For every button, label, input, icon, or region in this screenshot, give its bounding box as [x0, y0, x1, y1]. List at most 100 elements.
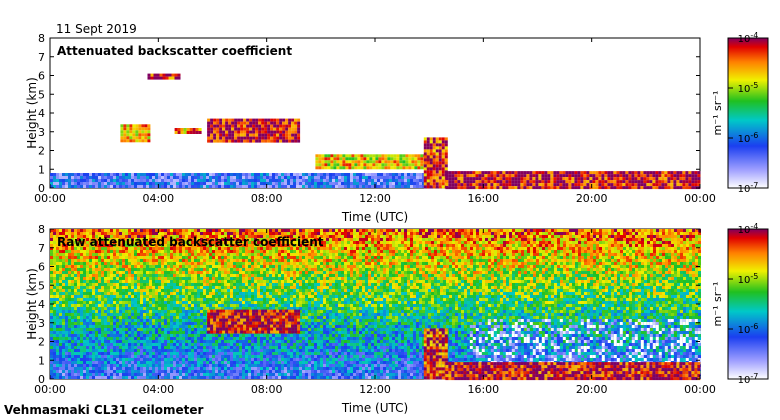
heatmap-cell	[206, 173, 209, 176]
heatmap-cell	[697, 171, 701, 175]
heatmap-cell	[233, 241, 236, 244]
heatmap-cell	[59, 179, 62, 182]
heatmap-cell	[137, 298, 140, 301]
y-tick-label: 8	[38, 32, 45, 45]
heatmap-cell	[170, 343, 173, 346]
heatmap-cell	[252, 127, 256, 131]
heatmap-cell	[107, 364, 110, 367]
heatmap-cell	[182, 176, 185, 179]
heatmap-cell	[95, 337, 98, 340]
heatmap-cell	[182, 349, 185, 352]
heatmap-cell	[146, 307, 149, 310]
heatmap-cell	[113, 367, 116, 370]
heatmap-cell	[62, 182, 65, 185]
heatmap-cell	[113, 271, 116, 274]
heatmap-cell	[56, 331, 59, 334]
heatmap-cell	[83, 307, 86, 310]
heatmap-cell	[59, 280, 62, 283]
heatmap-cell	[92, 361, 95, 364]
heatmap-cell	[661, 183, 665, 187]
heatmap-cell	[577, 180, 581, 184]
heatmap-cell	[270, 133, 274, 137]
heatmap-cell	[185, 358, 188, 361]
heatmap-cell	[224, 373, 227, 376]
heatmap-cell	[520, 180, 524, 184]
heatmap-cell	[188, 349, 191, 352]
heatmap-cell	[104, 256, 107, 259]
heatmap-cell	[92, 307, 95, 310]
heatmap-cell	[80, 337, 83, 340]
heatmap-cell	[104, 283, 107, 286]
heatmap-cell	[673, 180, 677, 184]
heatmap-cell	[62, 313, 65, 316]
heatmap-cell	[83, 173, 86, 176]
heatmap-cell	[152, 289, 155, 292]
heatmap-cell	[212, 182, 215, 185]
heatmap-cell	[147, 76, 151, 80]
heatmap-cell	[122, 328, 125, 331]
heatmap-cell	[155, 358, 158, 361]
heatmap-cell	[209, 235, 212, 238]
heatmap-cell	[62, 265, 65, 268]
heatmap-cell	[408, 157, 412, 161]
heatmap-cell	[104, 241, 107, 244]
heatmap-cell	[290, 185, 293, 188]
heatmap-cell	[194, 268, 197, 271]
heatmap-cell	[258, 136, 262, 140]
heatmap-cell	[113, 373, 116, 376]
heatmap-cell	[203, 373, 206, 376]
heatmap-cell	[110, 376, 113, 379]
heatmap-cell	[191, 361, 194, 364]
heatmap-cell	[140, 316, 143, 319]
heatmap-cell	[101, 316, 104, 319]
heatmap-cell	[194, 265, 197, 268]
heatmap-cell	[182, 268, 185, 271]
heatmap-cell	[132, 124, 136, 128]
heatmap-cell	[194, 373, 197, 376]
heatmap-cell	[209, 280, 212, 283]
heatmap-cell	[218, 259, 221, 262]
heatmap-cell	[451, 177, 455, 181]
heatmap-cell	[207, 124, 211, 128]
heatmap-cell	[281, 173, 284, 176]
heatmap-cell	[167, 277, 170, 280]
heatmap-cell	[354, 154, 358, 158]
heatmap-cell	[324, 154, 328, 158]
heatmap-cell	[242, 185, 245, 188]
heatmap-cell	[180, 128, 184, 131]
heatmap-cell	[351, 157, 355, 161]
heatmap-cell	[110, 367, 113, 370]
heatmap-cell	[107, 277, 110, 280]
heatmap-cell	[357, 154, 361, 158]
heatmap-cell	[441, 164, 445, 168]
heatmap-cell	[676, 183, 680, 187]
heatmap-cell	[667, 186, 671, 190]
heatmap-cell	[65, 349, 68, 352]
heatmap-cell	[227, 185, 230, 188]
heatmap-cell	[98, 253, 101, 256]
heatmap-cell	[435, 158, 439, 162]
heatmap-cell	[89, 319, 92, 322]
heatmap-cell	[147, 127, 151, 131]
heatmap-cell	[438, 179, 442, 183]
heatmap-cell	[53, 292, 56, 295]
heatmap-cell	[252, 118, 256, 122]
heatmap-cell	[80, 343, 83, 346]
heatmap-cell	[212, 271, 215, 274]
heatmap-cell	[203, 182, 206, 185]
heatmap-cell	[173, 176, 176, 179]
heatmap-cell	[152, 247, 155, 250]
heatmap-cell	[50, 298, 53, 301]
heatmap-cell	[173, 173, 176, 176]
heatmap-cell	[179, 367, 182, 370]
heatmap-cell	[239, 182, 242, 185]
heatmap-cell	[574, 180, 578, 184]
heatmap-cell	[173, 319, 176, 322]
heatmap-cell	[299, 179, 302, 182]
heatmap-cell	[74, 247, 77, 250]
heatmap-cell	[438, 149, 442, 153]
heatmap-cell	[140, 331, 143, 334]
heatmap-cell	[98, 352, 101, 355]
heatmap-cell	[667, 177, 671, 181]
heatmap-cell	[598, 183, 602, 187]
